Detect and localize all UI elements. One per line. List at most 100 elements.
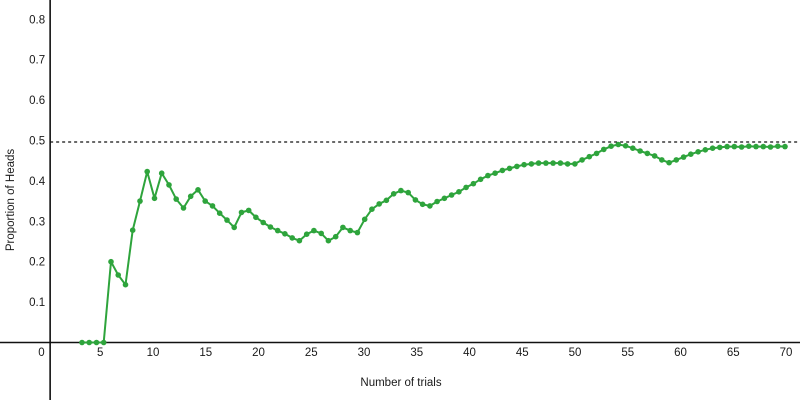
data-point xyxy=(419,201,426,208)
data-point xyxy=(303,231,310,237)
data-point xyxy=(724,143,730,150)
y-tick-label-0.8: 0.8 xyxy=(29,14,45,26)
data-point xyxy=(622,143,629,149)
data-point xyxy=(659,157,665,163)
data-point xyxy=(651,153,658,159)
data-point xyxy=(187,193,194,200)
series-line xyxy=(81,143,786,344)
data-point xyxy=(325,237,332,244)
data-point xyxy=(521,161,527,168)
y-axis-title: Proportion of Heads xyxy=(5,149,17,252)
data-point xyxy=(383,197,390,204)
series-data-points xyxy=(79,141,788,346)
data-point xyxy=(695,149,701,155)
x-tick-label-10: 10 xyxy=(147,347,160,359)
data-point xyxy=(238,209,245,216)
data-point xyxy=(760,143,767,150)
data-point xyxy=(535,160,542,166)
data-point xyxy=(564,161,571,167)
x-tick-label-15: 15 xyxy=(199,347,212,359)
data-point xyxy=(528,161,535,167)
y-axis-tick-labels: 0.1 0.2 0.3 0.4 0.5 0.6 0.7 0.8 xyxy=(29,14,46,309)
data-point xyxy=(282,231,288,237)
data-point xyxy=(311,227,317,234)
data-point xyxy=(477,176,484,183)
x-tick-label-5: 5 xyxy=(97,347,103,359)
data-point xyxy=(332,233,339,240)
y-tick-label-0.7: 0.7 xyxy=(29,55,45,67)
data-point xyxy=(405,189,412,196)
data-point xyxy=(666,159,672,166)
data-point xyxy=(100,339,107,346)
data-point xyxy=(296,237,303,244)
x-tick-label-60: 60 xyxy=(674,347,687,359)
data-point xyxy=(506,165,513,172)
data-point xyxy=(340,224,346,231)
data-point xyxy=(79,339,85,346)
data-point xyxy=(550,160,556,166)
data-point xyxy=(593,150,600,157)
data-point xyxy=(572,161,578,167)
data-point xyxy=(579,157,585,163)
data-point xyxy=(166,182,172,188)
data-point xyxy=(775,143,781,149)
data-point xyxy=(412,197,419,203)
y-tick-label-0.6: 0.6 xyxy=(29,95,45,107)
data-point xyxy=(202,198,208,204)
data-point xyxy=(456,189,462,195)
data-point xyxy=(398,187,404,194)
data-point xyxy=(115,272,121,278)
x-tick-label-70: 70 xyxy=(780,347,793,359)
data-point xyxy=(369,206,375,212)
y-tick-label-0.3: 0.3 xyxy=(29,216,45,228)
data-point xyxy=(158,170,165,176)
data-point xyxy=(173,196,179,202)
data-point xyxy=(361,216,368,223)
data-point xyxy=(746,143,752,149)
data-point xyxy=(231,224,237,231)
y-tick-label-0.4: 0.4 xyxy=(29,176,46,188)
data-point xyxy=(434,198,440,205)
data-point xyxy=(376,201,383,207)
data-point xyxy=(630,145,636,151)
data-point xyxy=(274,227,281,234)
data-point xyxy=(543,160,549,166)
x-tick-label-25: 25 xyxy=(305,347,318,359)
data-point xyxy=(354,229,361,236)
data-point xyxy=(195,187,201,193)
data-point xyxy=(86,339,92,346)
data-point xyxy=(318,230,325,237)
data-point xyxy=(644,150,651,157)
x-axis-title: Number of trials xyxy=(360,377,441,389)
data-point xyxy=(782,143,788,150)
x-tick-label-45: 45 xyxy=(516,347,529,359)
data-point xyxy=(122,281,129,288)
data-point xyxy=(260,219,267,226)
data-point xyxy=(717,144,723,151)
data-point xyxy=(108,258,114,265)
x-tick-label-0: 0 xyxy=(38,347,44,359)
data-point xyxy=(137,198,143,204)
data-point xyxy=(347,227,354,234)
data-point xyxy=(709,145,716,151)
data-point xyxy=(499,167,506,174)
data-point xyxy=(209,203,216,209)
data-point xyxy=(448,192,455,198)
data-point xyxy=(129,227,136,233)
data-point xyxy=(224,217,230,223)
data-point xyxy=(245,207,252,214)
data-point xyxy=(586,153,593,160)
data-point xyxy=(767,144,774,150)
data-point xyxy=(267,224,274,230)
data-point xyxy=(557,160,564,166)
data-point xyxy=(753,143,759,150)
x-tick-label-20: 20 xyxy=(252,347,265,359)
data-point xyxy=(470,180,477,187)
data-point xyxy=(608,143,614,149)
data-point xyxy=(601,146,607,153)
data-point xyxy=(615,141,622,148)
data-point xyxy=(680,154,687,160)
data-point xyxy=(216,210,223,216)
